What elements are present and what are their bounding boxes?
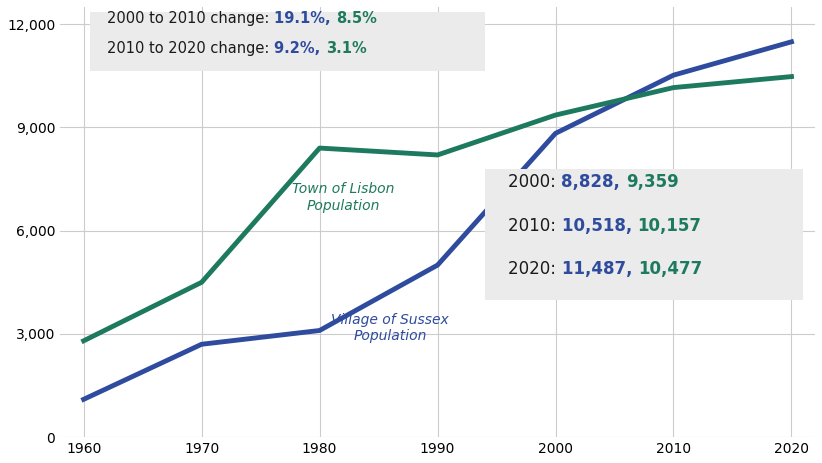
Text: 10,477: 10,477 (638, 260, 702, 277)
Text: Village of Sussex
Population: Village of Sussex Population (331, 313, 450, 344)
Text: 2010:: 2010: (508, 217, 561, 235)
Text: 10,518,: 10,518, (561, 217, 638, 235)
Text: 2020:: 2020: (508, 260, 561, 277)
Text: 8.5%: 8.5% (336, 12, 376, 26)
Text: 2000:: 2000: (508, 174, 561, 192)
Text: 3.1%: 3.1% (326, 41, 367, 56)
Text: 9,359: 9,359 (626, 174, 679, 192)
Text: 11,487,: 11,487, (561, 260, 638, 277)
Text: 2010 to 2020 change:: 2010 to 2020 change: (107, 41, 275, 56)
Text: 8,828,: 8,828, (561, 174, 626, 192)
Text: 9.2%,: 9.2%, (275, 41, 326, 56)
FancyBboxPatch shape (90, 12, 485, 71)
Text: 10,157: 10,157 (638, 217, 702, 235)
FancyBboxPatch shape (485, 169, 803, 300)
Text: 2000 to 2010 change:: 2000 to 2010 change: (107, 12, 275, 26)
Text: Town of Lisbon
Population: Town of Lisbon Population (292, 182, 395, 213)
Text: 19.1%,: 19.1%, (275, 12, 336, 26)
